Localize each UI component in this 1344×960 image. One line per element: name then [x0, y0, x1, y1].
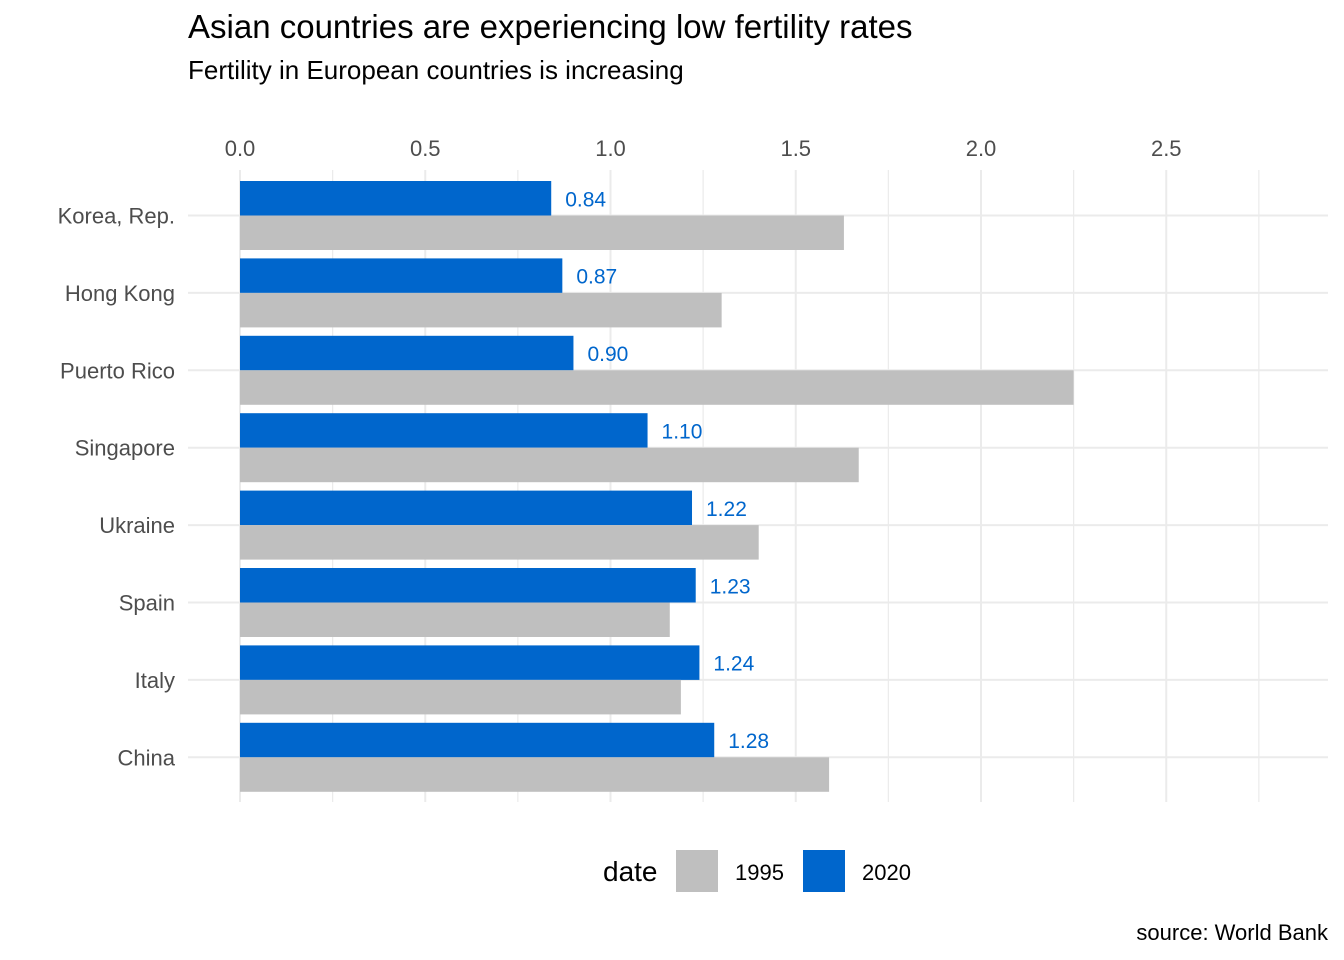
chart-title: Asian countries are experiencing low fer…	[188, 8, 913, 45]
category-label: China	[118, 745, 176, 770]
x-tick-label: 0.0	[225, 136, 256, 161]
category-label: Puerto Rico	[60, 358, 175, 383]
category-label: Singapore	[75, 436, 175, 461]
data-label-2020: 0.90	[587, 343, 628, 366]
bar-2020	[240, 413, 648, 448]
data-label-2020: 1.24	[713, 653, 754, 676]
category-label: Korea, Rep.	[58, 204, 175, 229]
data-label-2020: 1.10	[662, 420, 703, 443]
bar-1995	[240, 525, 759, 560]
data-label-2020: 0.84	[565, 188, 606, 211]
x-axis-tick-labels: 0.0 0.5 1.0 1.5 2.0 2.5	[225, 136, 1182, 161]
bar-1995	[240, 215, 844, 250]
data-label-2020: 1.22	[706, 498, 747, 521]
chart-subtitle: Fertility in European countries is incre…	[188, 55, 684, 85]
legend-swatch-2020	[803, 850, 845, 892]
bar-2020	[240, 568, 696, 603]
bar-1995	[240, 602, 670, 637]
y-axis-category-labels: Korea, Rep. Hong Kong Puerto Rico Singapore…	[58, 204, 176, 771]
legend-title: date	[603, 856, 658, 887]
data-label-2020: 1.28	[728, 730, 769, 753]
bar-1995	[240, 370, 1074, 405]
legend-label-1995: 1995	[735, 860, 784, 885]
legend: date 1995 2020	[603, 850, 911, 892]
x-tick-label: 1.0	[595, 136, 626, 161]
bar-1995	[240, 757, 830, 792]
data-label-2020: 0.87	[576, 266, 617, 289]
legend-swatch-1995	[676, 850, 718, 892]
bar-2020	[240, 645, 700, 680]
legend-label-2020: 2020	[862, 860, 911, 885]
x-tick-label: 2.0	[966, 136, 997, 161]
x-tick-label: 0.5	[410, 136, 441, 161]
bar-2020	[240, 181, 552, 216]
chart-caption: source: World Bank	[1136, 920, 1329, 945]
category-label: Ukraine	[99, 513, 175, 538]
bar-2020	[240, 258, 563, 293]
bars	[240, 181, 1074, 792]
category-label: Hong Kong	[65, 281, 175, 306]
x-tick-label: 2.5	[1151, 136, 1182, 161]
category-label: Italy	[135, 668, 175, 693]
x-tick-label: 1.5	[780, 136, 811, 161]
data-label-2020: 1.23	[710, 575, 751, 598]
bar-1995	[240, 447, 859, 483]
data-labels: 0.84 0.87 0.90 1.10 1.22 1.23 1.24 1.28	[565, 188, 769, 753]
bar-2020	[240, 722, 715, 758]
bar-1995	[240, 679, 681, 715]
bar-2020	[240, 335, 574, 371]
bar-2020	[240, 490, 693, 526]
bar-1995	[240, 292, 722, 328]
category-label: Spain	[119, 591, 175, 616]
